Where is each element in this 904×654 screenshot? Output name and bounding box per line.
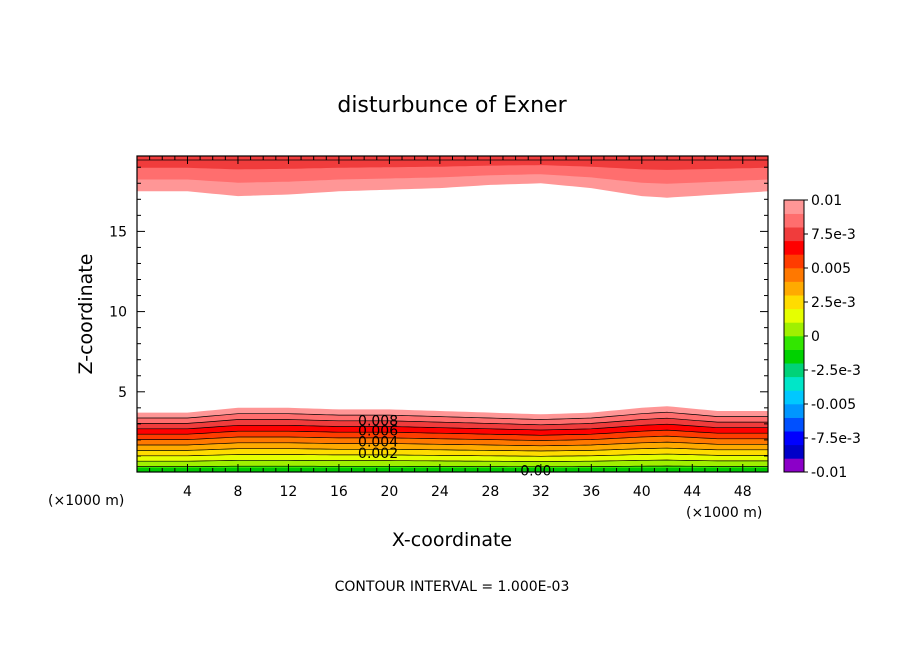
contour-label: 0.002 [358,446,398,462]
x-tick-label: 40 [633,484,651,500]
bottom-band [137,430,768,441]
y-tick-label: 10 [109,305,127,321]
contour-label: 0.00 [520,463,551,479]
contour-line [137,465,768,468]
x-unit-left: (×1000 m) [48,493,124,509]
colorbar-tick-label: -0.005 [811,397,856,413]
x-tick-label: 16 [330,484,348,500]
colorbar-swatch [784,281,804,296]
colorbar-tick-label: -2.5e-3 [811,363,861,379]
contour-line [137,417,768,426]
x-tick-label: 48 [734,484,752,500]
x-tick-label: 24 [431,484,449,500]
colorbar-swatch [784,240,804,255]
x-tick-label: 36 [582,484,600,500]
colorbar-swatch [784,200,804,214]
x-axis: 4 8 12 16 20 24 28 32 36 40 44 48 [149,156,756,500]
x-tick-label: 12 [280,484,298,500]
colorbar-swatch [784,417,804,432]
contour-line [137,441,768,447]
contour-line [137,435,768,441]
colorbar-swatch [784,268,804,282]
x-tick-label: 32 [532,484,550,500]
footer-note: CONTOUR INTERVAL = 1.000E-03 [335,579,570,595]
colorbar-swatch [784,431,804,446]
contour-line [137,423,768,431]
colorbar-swatch [784,444,804,459]
contour-label: 0.006 [358,423,398,439]
colorbar-tick-label: 0.01 [811,193,842,209]
colorbar-swatch [784,295,804,310]
colorbar-swatch [784,227,804,242]
y-tick-label: 15 [109,224,127,240]
contour-label: 0.008 [358,414,398,430]
top-band [137,156,768,170]
y-axis: 5 10 15 [109,166,768,457]
colorbar-tick-label: 0 [811,329,820,345]
contour-label: 0.004 [358,435,398,451]
y-axis-label: Z-coordinate [75,254,97,375]
colorbar-tick-label: -7.5e-3 [811,431,861,447]
colorbar-tick-label: -0.01 [811,465,847,481]
colorbar-swatch [784,363,804,378]
contour-line [137,429,768,436]
top-layer-bands [137,156,768,198]
bottom-band [137,460,768,467]
colorbar-swatch [784,336,804,350]
colorbar-tick-label: 7.5e-3 [811,227,856,243]
x-tick-label: 4 [183,484,192,500]
x-tick-label: 8 [233,484,242,500]
contour-line [137,447,768,452]
y-tick-label: 5 [118,385,127,401]
bottom-band [137,418,768,430]
x-tick-label: 44 [683,484,701,500]
colorbar-swatch [784,308,804,323]
x-unit-right: (×1000 m) [686,505,762,521]
colorbar-swatch [784,254,804,269]
contour-line [137,411,768,420]
contour-line [137,453,768,457]
colorbar-swatch [784,458,804,473]
bottom-layer-contour-lines [137,411,768,468]
x-tick-label: 28 [481,484,499,500]
colorbar-swatch [784,349,804,364]
colorbar-tick-label: 2.5e-3 [811,295,856,311]
bottom-band [137,412,768,425]
colorbar: 0.01 7.5e-3 0.005 2.5e-3 0 -2.5e-3 -0.005 -7.5e… [783,193,861,481]
chart-title: disturbunce of Exner [337,93,567,118]
x-tick-label: 20 [380,484,398,500]
colorbar-tick-label: 0.005 [811,261,851,277]
colorbar-swatch [784,322,804,337]
bottom-band [137,424,768,436]
colorbar-swatch [784,213,804,228]
bottom-band [137,454,768,462]
x-axis-label: X-coordinate [392,529,512,551]
colorbar-swatch [784,376,804,391]
bottom-band [137,436,768,446]
contour-line [137,459,768,462]
colorbar-swatch [784,404,804,418]
colorbar-swatch [784,390,804,405]
